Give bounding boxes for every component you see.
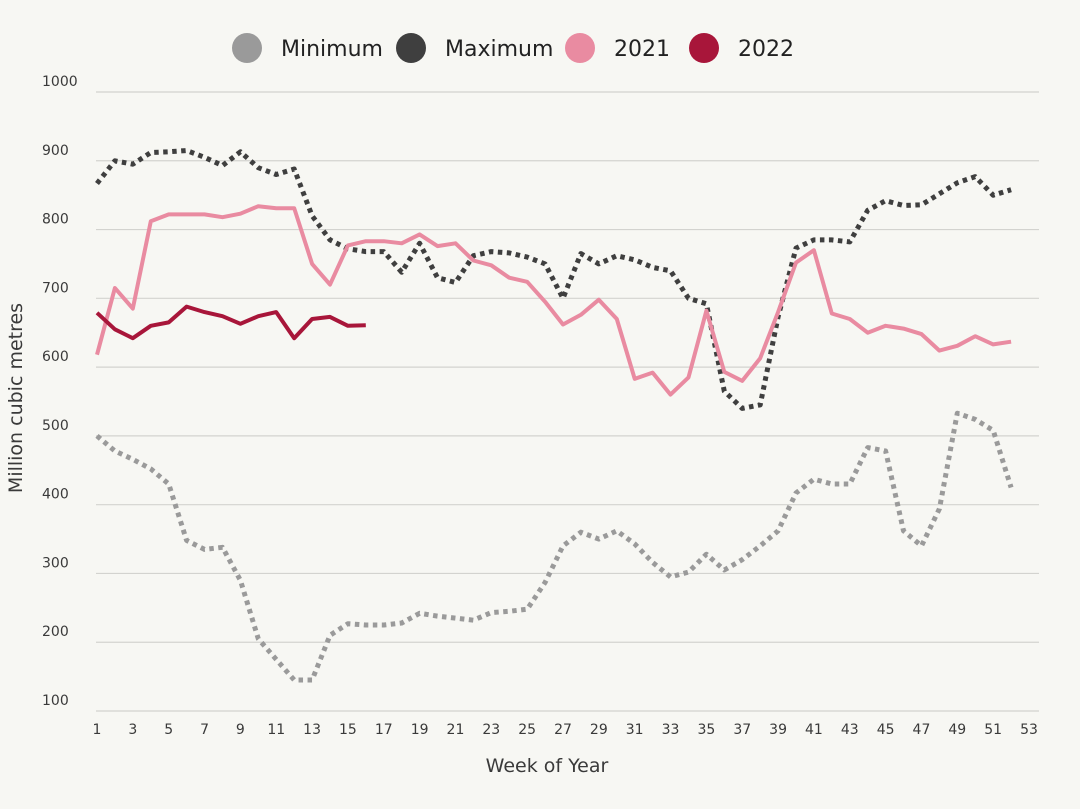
x-tick-label: 19 [411, 722, 429, 738]
y-tick-label: 500 [42, 418, 69, 434]
legend-label-minimum: Minimum [281, 37, 383, 62]
x-tick-label: 37 [733, 722, 751, 738]
y-tick-label: 100 [42, 693, 69, 709]
x-tick-label: 21 [447, 722, 465, 738]
series-lines [95, 148, 1014, 683]
legend: Minimum Maximum 2021 2022 [232, 33, 794, 63]
x-tick-label: 17 [375, 722, 393, 738]
y-tick-label: 200 [42, 624, 69, 640]
series-line-2021 [95, 204, 1012, 397]
x-tick-label: 3 [128, 722, 137, 738]
y-tick-label: 400 [42, 487, 69, 503]
x-tick-label: 35 [697, 722, 715, 738]
y-axis-label: Million cubic metres [5, 303, 27, 493]
y-tick-label: 700 [42, 280, 69, 296]
x-tick-label: 7 [200, 722, 209, 738]
x-tick-label: 25 [518, 722, 536, 738]
y-tick-label: 1000 [42, 74, 78, 90]
x-tick-label: 29 [590, 722, 608, 738]
x-tick-label: 31 [626, 722, 644, 738]
y-tick-label: 900 [42, 143, 69, 159]
x-tick-label: 33 [662, 722, 680, 738]
series-line-maximum [95, 148, 1012, 411]
x-tick-label: 39 [769, 722, 787, 738]
series-line-minimum [95, 410, 1014, 683]
x-tick-label: 1 [93, 722, 102, 738]
legend-marker-2022 [689, 33, 719, 63]
x-tick-label: 5 [164, 722, 173, 738]
legend-label-maximum: Maximum [445, 37, 553, 62]
x-tick-label: 51 [984, 722, 1002, 738]
x-axis-ticks: 1 3 5 7 9 11 13 15 17 19 21 23 25 27 29 31 33 35 37 39 41 43 4… [93, 722, 1038, 738]
legend-label-2022: 2022 [738, 37, 794, 62]
x-tick-label: 49 [948, 722, 966, 738]
x-tick-label: 41 [805, 722, 823, 738]
y-axis-ticks: 100 200 300 400 500 600 700 800 900 1000 [42, 74, 78, 709]
x-tick-label: 23 [482, 722, 500, 738]
series-line-2022 [95, 304, 366, 341]
x-axis-label: Week of Year [486, 755, 609, 777]
x-tick-label: 47 [913, 722, 931, 738]
x-tick-label: 45 [877, 722, 895, 738]
legend-marker-maximum [396, 33, 426, 63]
legend-marker-minimum [232, 33, 262, 63]
grid-lines [96, 91, 1039, 712]
x-tick-label: 9 [236, 722, 245, 738]
legend-marker-2021 [565, 33, 595, 63]
x-tick-label: 43 [841, 722, 859, 738]
y-tick-label: 600 [42, 349, 69, 365]
legend-label-2021: 2021 [614, 37, 670, 62]
x-tick-label: 13 [303, 722, 321, 738]
y-tick-label: 300 [42, 555, 69, 571]
x-tick-label: 11 [267, 722, 285, 738]
x-tick-label: 53 [1020, 722, 1038, 738]
x-tick-label: 27 [554, 722, 572, 738]
x-tick-label: 15 [339, 722, 357, 738]
y-tick-label: 800 [42, 212, 69, 228]
